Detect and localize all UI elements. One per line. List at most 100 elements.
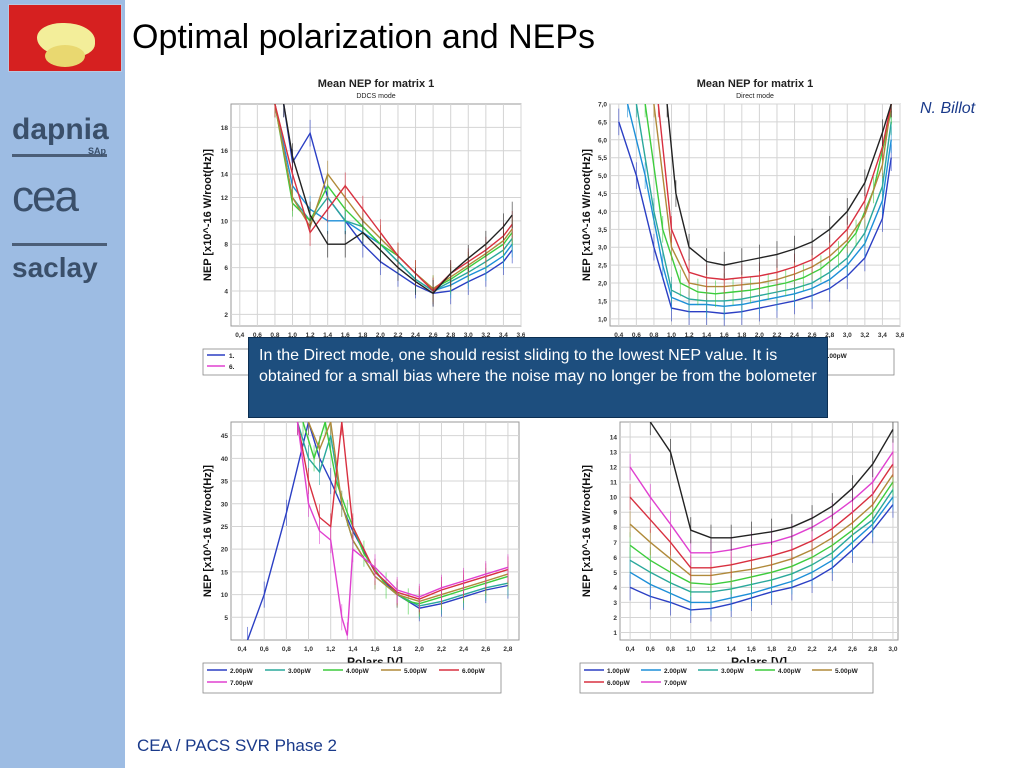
sidebar (0, 0, 125, 768)
x-tick-label: 2,4 (411, 332, 420, 339)
y-tick-label: 30 (221, 501, 229, 508)
y-tick-label: 5,0 (598, 173, 607, 180)
legend-label: 2.00pW (664, 668, 688, 675)
chart-panel-bottom-left: 0,4 0,6 0,8 1,0 1,2 1,4 1,6 1,8 2,0 2,2 2,4 2,6 2,8 5… (199, 418, 525, 694)
nep-chart-direct: 0,4 0,6 0,8 1,0 1,2 1,4 1,6 1,8 2,0 2,2 2,4 2,6 2,8 3… (581, 78, 905, 376)
legend-label: 2.00pW (230, 668, 254, 675)
y-tick-label: 6,5 (598, 119, 607, 126)
x-tick-label: 2,2 (808, 646, 817, 653)
y-tick-label: 16 (221, 148, 229, 155)
legend-label: 1.00pW (607, 668, 631, 675)
y-tick-label: 4,0 (598, 209, 607, 216)
author-label: N. Billot (920, 100, 976, 117)
y-tick-label: 1,5 (598, 298, 607, 305)
y-tick-label: 10 (610, 495, 618, 502)
x-tick-label: 2,0 (755, 332, 764, 339)
y-tick-label: 6 (224, 265, 228, 272)
x-tick-label: 2,2 (772, 332, 781, 339)
saclay-logo: saclay (12, 252, 98, 283)
y-tick-label: 10 (221, 592, 229, 599)
y-tick-label: 4 (613, 585, 617, 592)
x-tick-label: 2,6 (481, 646, 490, 653)
x-tick-label: 3,2 (860, 332, 869, 339)
logo-divider (12, 243, 107, 246)
y-tick-label: 7 (613, 540, 617, 547)
series-line (629, 489, 894, 593)
y-tick-label: 5 (613, 570, 617, 577)
legend-label: 7.00pW (664, 680, 688, 687)
x-tick-label: 0,6 (253, 332, 262, 339)
series-line (296, 422, 509, 636)
y-tick-label: 7,0 (598, 102, 607, 109)
y-tick-label: 35 (221, 479, 229, 486)
y-tick-label: 2,5 (598, 263, 607, 270)
x-tick-label: 0,6 (632, 332, 641, 339)
legend-label: 4.00pW (346, 668, 370, 675)
series-line (629, 474, 894, 577)
x-tick-label: 0,6 (260, 646, 269, 653)
legend-box (202, 662, 502, 694)
x-tick-label: 2,4 (828, 646, 837, 653)
x-tick-label: 1,4 (727, 646, 736, 653)
x-tick-label: 1,4 (348, 646, 357, 653)
dapnia-logo: dapnia (12, 113, 109, 146)
cea-logo: cea (12, 172, 79, 221)
x-tick-label: 2,0 (376, 332, 385, 339)
x-tick-label: 2,6 (848, 646, 857, 653)
y-tick-label: 5 (224, 615, 228, 622)
y-tick-label: 10 (221, 218, 229, 225)
x-tick-label: 3,2 (481, 332, 490, 339)
logo-divider (12, 154, 107, 157)
legend-box (202, 348, 254, 376)
x-tick-label: 2,8 (503, 646, 512, 653)
y-tick-label: 6 (613, 555, 617, 562)
y-axis-label: NEP [x10^-16 W/root(Hz)] (581, 465, 593, 597)
y-tick-label: 2 (613, 615, 617, 622)
series-line (629, 496, 894, 604)
x-tick-label: 1,0 (686, 646, 695, 653)
x-tick-label: 0,8 (666, 646, 675, 653)
series-line (629, 504, 894, 611)
bear-logo (8, 4, 122, 72)
nep-chart-ddcs: 0,4 0,6 0,8 1,0 1,2 1,4 1,6 1,8 2,0 2,2 2,4 2,6 2,8 3… (202, 78, 526, 376)
x-tick-label: 1,8 (737, 332, 746, 339)
y-axis-label: NEP [x10^-16 W/root(Hz)] (202, 465, 214, 597)
chart-subtitle: Direct mode (736, 93, 774, 100)
x-tick-label: 2,8 (868, 646, 877, 653)
x-tick-label: 3,6 (516, 332, 525, 339)
legend-label: 4.00pW (778, 668, 802, 675)
x-tick-label: 0,6 (646, 646, 655, 653)
chart-title: Mean NEP for matrix 1 (697, 78, 814, 90)
x-tick-label: 3,0 (843, 332, 852, 339)
x-tick-label: 2,2 (437, 646, 446, 653)
x-tick-label: 2,8 (825, 332, 834, 339)
y-tick-label: 4 (224, 288, 228, 295)
series-line (307, 422, 509, 603)
x-tick-label: 0,4 (626, 646, 635, 653)
legend-label: 5.00pW (824, 353, 848, 360)
dapnia-sub-logo: SAp (88, 146, 106, 156)
x-tick-label: 3,4 (499, 332, 508, 339)
x-tick-label: 2,2 (393, 332, 402, 339)
y-tick-label: 20 (221, 547, 229, 554)
chart-title: Mean NEP for matrix 1 (318, 78, 435, 90)
x-tick-label: 1,6 (747, 646, 756, 653)
x-tick-label: 3,6 (895, 332, 904, 339)
x-tick-label: 0,8 (649, 332, 658, 339)
x-tick-label: 2,6 (808, 332, 817, 339)
slide-title: Optimal polarization and NEPs (132, 18, 596, 56)
legend-label: 7.00pW (230, 680, 254, 687)
x-tick-label: 1,8 (393, 646, 402, 653)
y-tick-label: 12 (610, 465, 618, 472)
x-tick-label: 1,6 (370, 646, 379, 653)
x-tick-label: 1,6 (720, 332, 729, 339)
legend-label: 6.00pW (462, 668, 486, 675)
y-tick-label: 14 (610, 435, 618, 442)
x-tick-label: 1,2 (326, 646, 335, 653)
legend-label: 3.00pW (721, 668, 745, 675)
y-tick-label: 2,0 (598, 281, 607, 288)
legend-label: 1. (229, 353, 235, 360)
x-tick-label: 3,4 (878, 332, 887, 339)
x-tick-label: 1,2 (706, 646, 715, 653)
y-tick-label: 45 (221, 433, 229, 440)
